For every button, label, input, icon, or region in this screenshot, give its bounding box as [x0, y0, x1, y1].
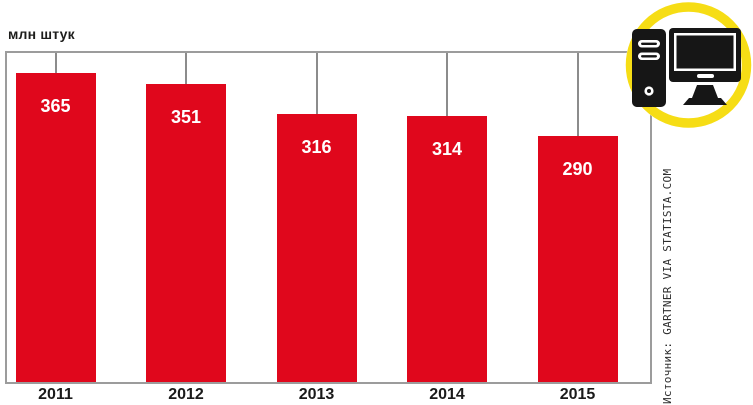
x-axis-label-2013: 2013	[298, 386, 335, 403]
bar-value-label: 290	[562, 159, 593, 179]
connector-line-2012	[185, 53, 187, 84]
bar-value-label: 314	[431, 139, 463, 159]
bar-2015: 290	[537, 136, 618, 382]
bar-2011: 365	[15, 73, 96, 382]
x-axis-label-2011: 2011	[38, 386, 73, 403]
bar-value-label: 351	[170, 107, 202, 127]
x-axis-label-2015: 2015	[559, 386, 596, 403]
source-credit: Источник: GARTNER VIA STATISTA.COM	[661, 168, 674, 404]
tower-glyph	[632, 29, 666, 107]
bar-value-label: 365	[40, 96, 71, 116]
bar-value-label: 316	[301, 137, 332, 157]
unit-label: млн штук	[8, 26, 75, 42]
connector-line-2011	[54, 53, 57, 73]
connector-line-2013	[315, 53, 318, 114]
desktop-computer-icon	[625, 2, 752, 128]
connector-line-2014	[446, 53, 448, 116]
x-axis-label-2012: 2012	[168, 386, 204, 403]
bar-2014: 314	[407, 116, 487, 382]
bar-2013: 316	[276, 114, 357, 382]
plot-area: 365 351 316 314 290	[5, 51, 652, 384]
monitor-glyph	[669, 28, 741, 105]
bar-2012: 351	[146, 84, 226, 382]
x-axis-label-2014: 2014	[429, 386, 465, 403]
connector-line-2015	[576, 53, 579, 136]
